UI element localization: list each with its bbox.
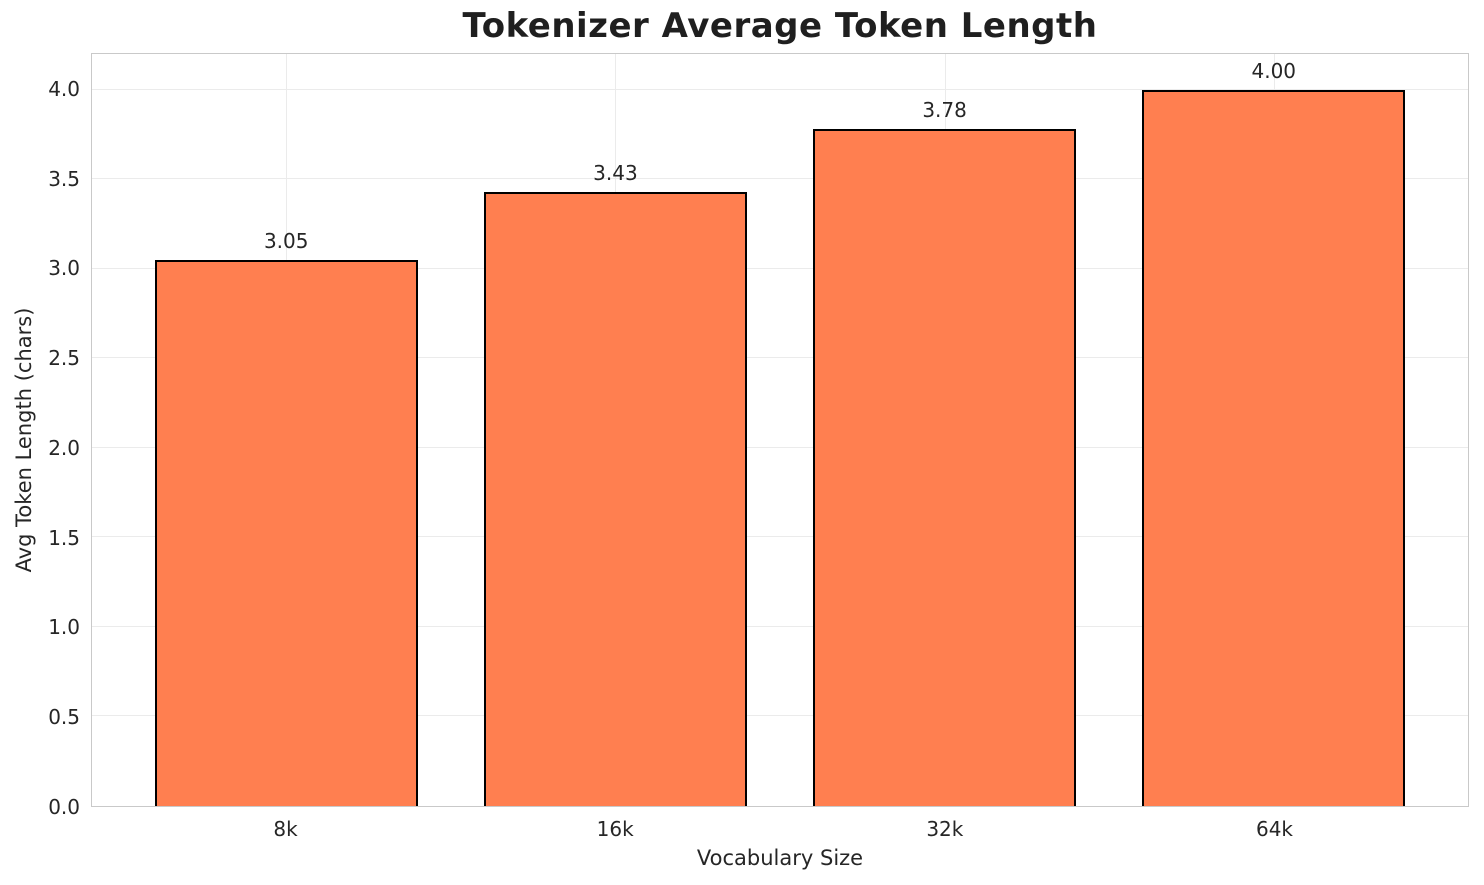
- bar-value-label: 3.78: [922, 98, 967, 123]
- bar-value-label: 3.43: [593, 160, 638, 185]
- y-axis-label: Avg Token Length (chars): [12, 307, 36, 573]
- y-tick-label: 2.5: [48, 346, 80, 371]
- y-tick-label: 4.0: [48, 76, 80, 101]
- y-tick-label: 1.0: [48, 615, 80, 640]
- bar-32k: [812, 129, 1077, 806]
- y-tick-label: 2.0: [48, 435, 80, 460]
- y-tick-label: 0.0: [48, 795, 80, 819]
- gridline-horizontal: [92, 267, 1468, 269]
- chart-title: Tokenizer Average Token Length: [462, 6, 1098, 46]
- x-axis-label: Vocabulary Size: [696, 846, 864, 870]
- x-tick-label-32k: 32k: [926, 817, 964, 841]
- gridline-horizontal: [92, 88, 1468, 90]
- y-tick-label: 0.5: [48, 705, 80, 730]
- gridline-horizontal: [92, 715, 1468, 717]
- bar-value-label: 3.05: [263, 228, 309, 253]
- y-tick-label: 3.5: [48, 166, 80, 191]
- bar-value-label: 4.00: [1251, 58, 1297, 83]
- gridline-horizontal: [92, 446, 1468, 448]
- gridline-horizontal: [92, 625, 1468, 627]
- x-tick-label-8k: 8k: [273, 817, 298, 841]
- bar-8k: [154, 259, 418, 806]
- bar-64k: [1142, 89, 1406, 806]
- bar-16k: [483, 191, 748, 806]
- x-tick-label-64k: 64k: [1255, 817, 1293, 841]
- y-tick-label: 1.5: [48, 525, 80, 550]
- x-tick-label-16k: 16k: [596, 817, 634, 841]
- y-tick-label: 3.0: [48, 256, 80, 281]
- gridline-horizontal: [92, 178, 1468, 180]
- plot-area: 3.05 3.43 3.78 4.00: [91, 53, 1469, 807]
- gridline-horizontal: [92, 357, 1468, 359]
- gridline-horizontal: [92, 536, 1468, 538]
